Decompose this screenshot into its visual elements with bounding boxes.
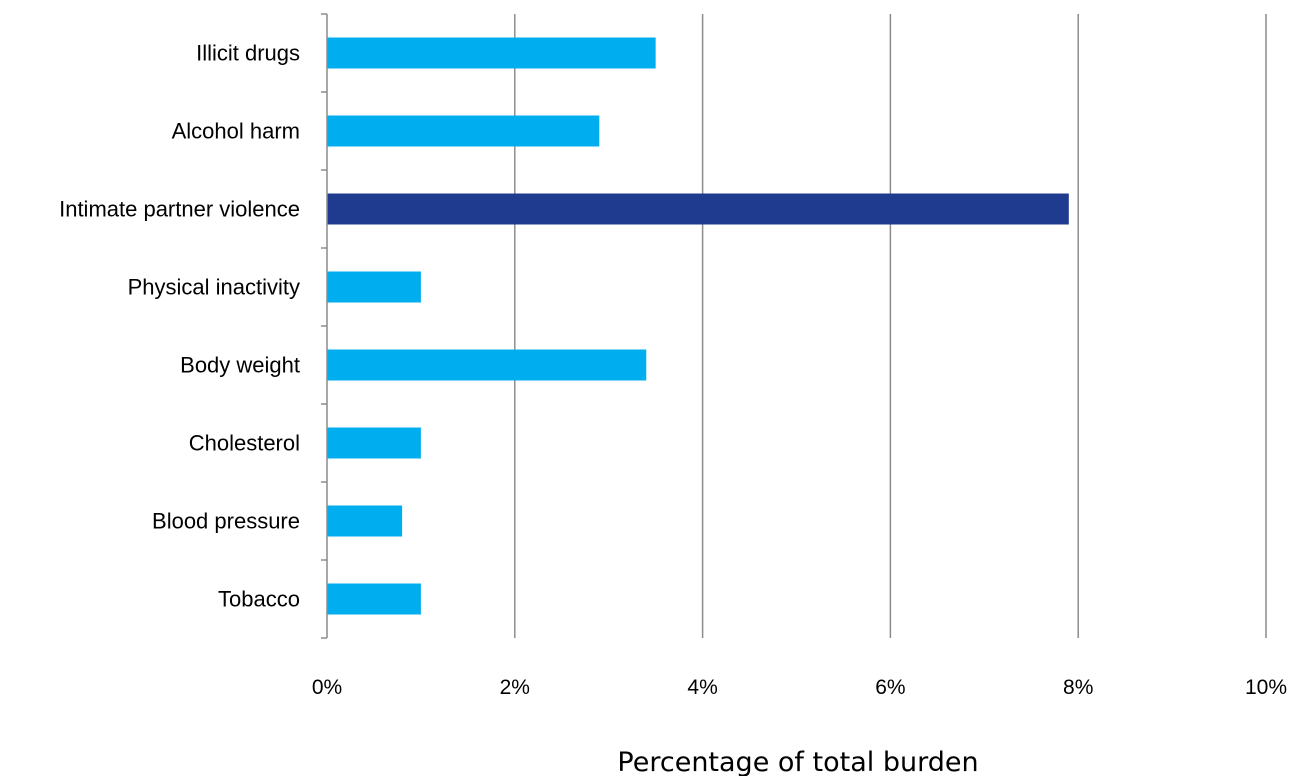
bar — [327, 193, 1069, 225]
bar — [327, 505, 403, 537]
bar — [327, 115, 600, 147]
bars — [327, 37, 1069, 615]
bar — [327, 349, 647, 381]
x-tick-label: 10% — [1245, 676, 1287, 699]
gridlines — [514, 14, 1267, 638]
category-label: Alcohol harm — [172, 119, 300, 144]
x-axis-title: Percentage of total burden — [617, 747, 978, 776]
x-tick-label: 4% — [687, 676, 717, 699]
bar — [327, 271, 421, 303]
bar — [327, 427, 421, 459]
x-tick-label: 8% — [1063, 676, 1093, 699]
category-label: Physical inactivity — [128, 275, 300, 300]
category-label: Body weight — [180, 353, 300, 378]
category-label: Cholesterol — [189, 431, 300, 456]
axes — [321, 13, 328, 639]
category-label: Intimate partner violence — [59, 197, 300, 222]
category-label: Blood pressure — [152, 509, 300, 534]
category-label: Tobacco — [218, 587, 300, 612]
x-tick-labels: 0% 2% 4% 6% 8% 10% — [312, 676, 1287, 699]
category-labels: Illicit drugs Alcohol harm Intimate partne… — [59, 41, 300, 612]
x-tick-label: 0% — [312, 676, 342, 699]
x-tick-label: 2% — [500, 676, 530, 699]
bar — [327, 37, 656, 69]
x-tick-label: 6% — [875, 676, 905, 699]
bar — [327, 583, 421, 615]
category-label: Illicit drugs — [196, 41, 300, 66]
